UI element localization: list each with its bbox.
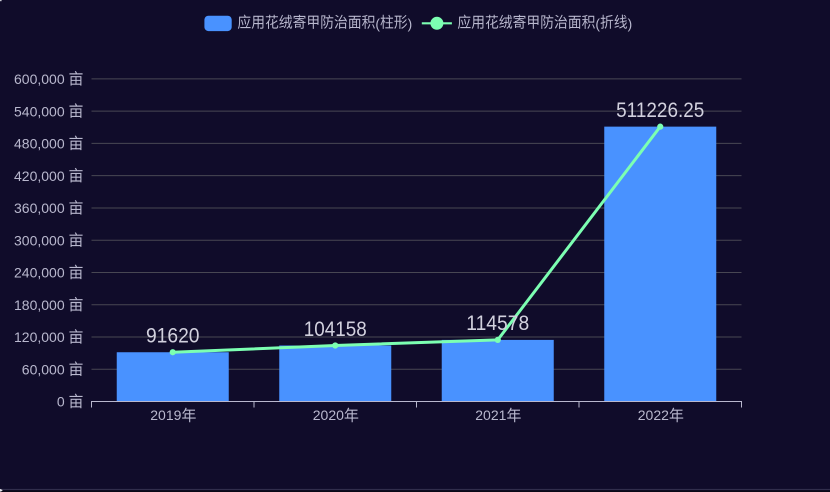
svg-text:480,000: 480,000 xyxy=(14,136,65,152)
svg-text:2021: 2021 xyxy=(475,407,506,423)
svg-text:104158: 104158 xyxy=(304,317,367,341)
svg-text:114578: 114578 xyxy=(466,311,529,335)
svg-text:91620: 91620 xyxy=(146,323,200,347)
svg-text:0: 0 xyxy=(57,394,65,410)
svg-text:(: ( xyxy=(375,16,380,31)
svg-text:300,000: 300,000 xyxy=(14,232,65,248)
svg-text:): ) xyxy=(628,16,633,31)
svg-text:420,000: 420,000 xyxy=(14,168,65,184)
svg-text:120,000: 120,000 xyxy=(14,329,65,345)
svg-text:(: ( xyxy=(595,16,600,31)
svg-text:360,000: 360,000 xyxy=(14,200,65,216)
svg-text:2022: 2022 xyxy=(638,407,669,423)
svg-text:240,000: 240,000 xyxy=(14,265,65,281)
svg-text:2020: 2020 xyxy=(313,407,344,423)
svg-text:): ) xyxy=(408,16,413,31)
svg-text:2019: 2019 xyxy=(150,407,181,423)
svg-text:180,000: 180,000 xyxy=(14,297,65,313)
svg-text:540,000: 540,000 xyxy=(14,103,65,119)
svg-text:511226.25: 511226.25 xyxy=(616,98,704,122)
svg-text:600,000: 600,000 xyxy=(14,71,65,87)
svg-text:60,000: 60,000 xyxy=(22,361,65,377)
